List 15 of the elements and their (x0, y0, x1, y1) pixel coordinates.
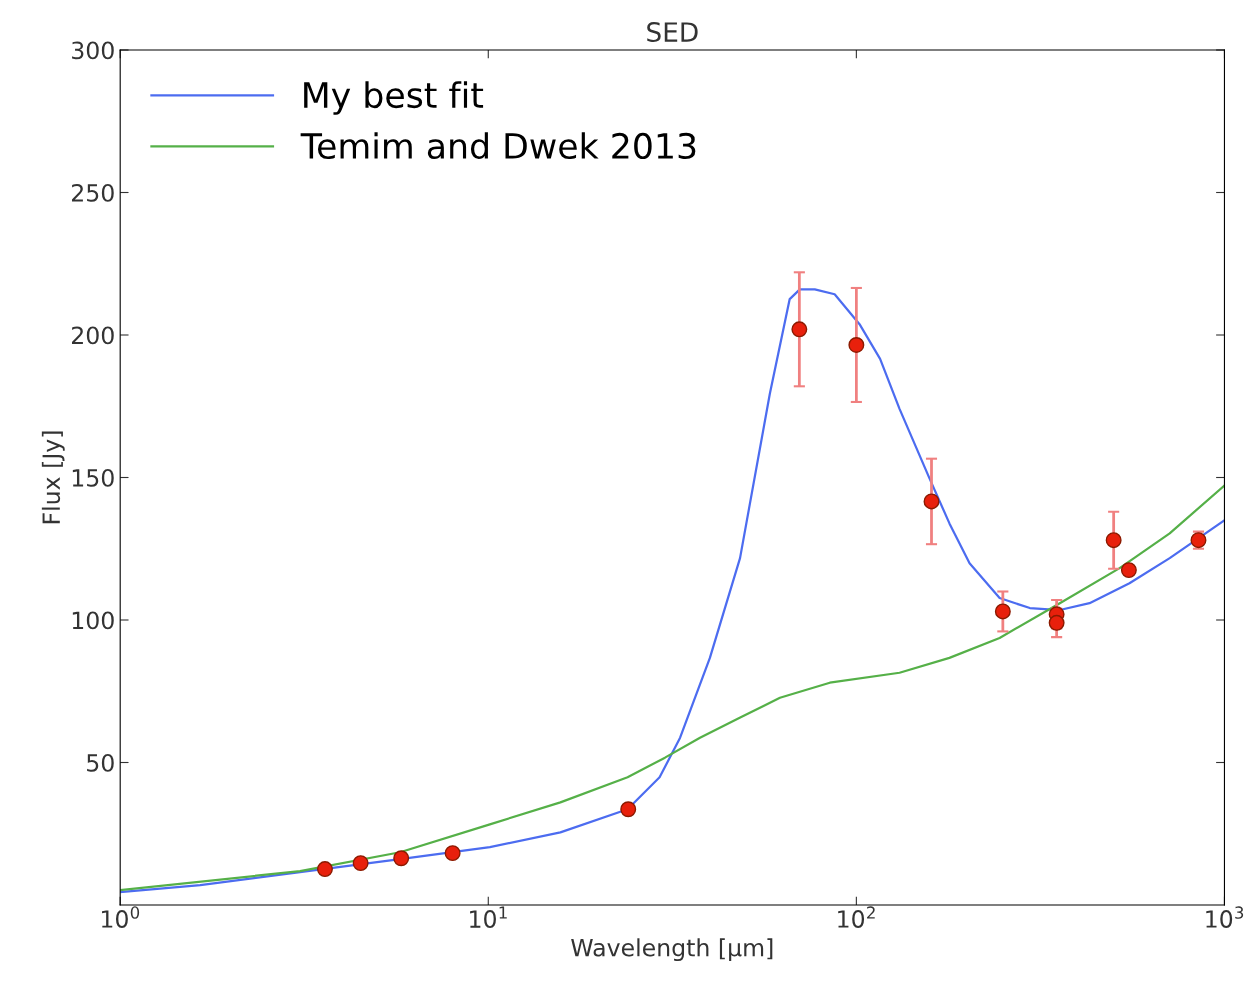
chart-title: SED (647, 22, 698, 43)
x-tick-label: 10$^{3}$ (1206, 906, 1244, 928)
x-tick-label: 10$^{1}$ (470, 906, 507, 928)
y-tick-label: 50 (87, 753, 114, 772)
y-tick-label: 300 (72, 41, 114, 60)
y-tick-label: 200 (71, 326, 114, 345)
y-tick-label: 250 (71, 183, 114, 202)
y-axis-title: Flux [Jy] (41, 431, 65, 524)
x-tick-label: 10$^{0}$ (102, 906, 140, 928)
legend-label: Temim and Dwek 2013 (300, 132, 696, 160)
y-tick-label: 100 (72, 611, 114, 630)
legend-label: My best fit (304, 81, 484, 115)
x-axis-title: Wavelength [μm] (571, 938, 773, 962)
y-tick-label: 150 (72, 468, 114, 487)
x-tick-label: 10$^{2}$ (838, 906, 875, 928)
